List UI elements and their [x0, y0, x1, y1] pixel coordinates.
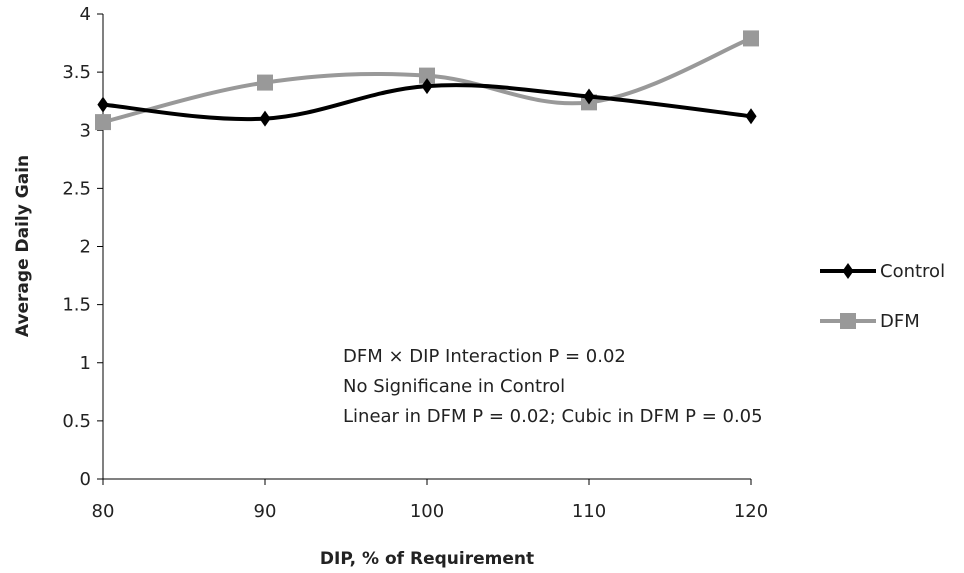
series-layer	[95, 30, 759, 131]
data-point-control	[583, 88, 595, 105]
y-axis-title-group: Average Daily Gain	[13, 155, 33, 337]
data-point-dfm	[257, 74, 273, 91]
x-tick-label: 80	[92, 501, 115, 522]
axes	[97, 13, 752, 485]
x-tick-label: 90	[254, 501, 277, 522]
legend-item-dfm: DFM	[820, 311, 920, 332]
y-tick-label: 2.5	[62, 178, 91, 199]
data-point-control	[421, 78, 433, 95]
y-tick-label: 3	[80, 120, 91, 141]
data-point-control	[745, 108, 757, 125]
y-axis-title: Average Daily Gain	[13, 155, 33, 337]
legend-swatch-marker	[840, 313, 856, 329]
legend-label: Control	[880, 261, 945, 282]
data-point-dfm	[95, 114, 111, 131]
y-tick-label: 0	[80, 469, 91, 490]
tick-labels: 0 0.5 1 1.5 2 2.5 3 3.5 4 80 90 100 110 120	[62, 4, 768, 522]
y-tick-label: 0.5	[62, 411, 91, 432]
legend: Control DFM	[820, 261, 945, 332]
x-tick-label: 120	[734, 501, 768, 522]
data-point-control	[259, 110, 271, 127]
data-point-control	[97, 96, 109, 113]
annotations: DFM × DIP Interaction P = 0.02 No Signif…	[343, 346, 763, 427]
legend-item-control: Control	[820, 261, 945, 282]
series-control	[97, 78, 757, 127]
y-tick-label: 2	[80, 237, 91, 258]
data-point-dfm	[743, 30, 759, 47]
legend-swatch-marker	[842, 263, 854, 279]
x-tick-label: 100	[410, 501, 444, 522]
y-tick-label: 4	[80, 4, 91, 25]
x-tick-label: 110	[572, 501, 606, 522]
annotation-dfm: Linear in DFM P = 0.02; Cubic in DFM P =…	[343, 406, 763, 427]
x-axis-title: DIP, % of Requirement	[320, 549, 534, 569]
y-tick-label: 3.5	[62, 62, 91, 83]
annotation-control: No Significane in Control	[343, 376, 565, 397]
legend-label: DFM	[880, 311, 920, 332]
annotation-interaction: DFM × DIP Interaction P = 0.02	[343, 346, 626, 367]
y-tick-label: 1.5	[62, 295, 91, 316]
data-point-dfm	[419, 67, 435, 84]
y-tick-label: 1	[80, 353, 91, 374]
